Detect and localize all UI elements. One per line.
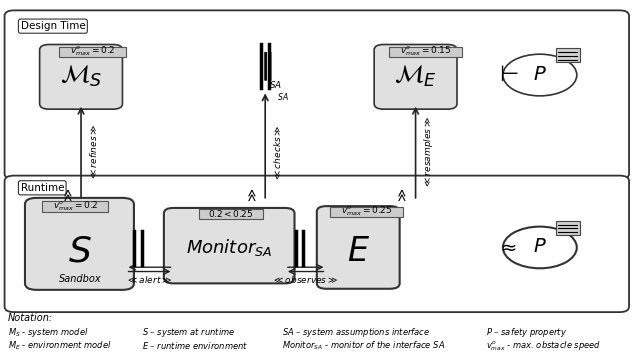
Text: $\ll resamples \gg$: $\ll resamples \gg$ — [422, 116, 435, 188]
FancyBboxPatch shape — [317, 206, 399, 289]
Text: $\gg$: $\gg$ — [247, 188, 260, 205]
Text: $v_{max}^o = 0.2$: $v_{max}^o = 0.2$ — [52, 199, 98, 213]
Text: $\ll observes \gg$: $\ll observes \gg$ — [272, 274, 339, 285]
Bar — [389, 47, 462, 57]
Bar — [556, 48, 580, 63]
FancyBboxPatch shape — [40, 45, 122, 109]
Text: $v_{max}^o = 0.15$: $v_{max}^o = 0.15$ — [400, 45, 452, 58]
Text: $\gg$: $\gg$ — [64, 188, 77, 205]
Text: $\vdash$: $\vdash$ — [495, 65, 518, 85]
Text: $P$: $P$ — [533, 239, 547, 256]
Circle shape — [503, 227, 577, 268]
Text: $\gg$: $\gg$ — [397, 188, 411, 205]
Text: Sandbox: Sandbox — [58, 274, 101, 284]
FancyBboxPatch shape — [164, 208, 294, 283]
Text: $E$ – runtime environment: $E$ – runtime environment — [141, 340, 248, 351]
Text: $v_{max}^{o}$ - max. obstacle speed: $v_{max}^{o}$ - max. obstacle speed — [486, 340, 601, 353]
Text: $\|$: $\|$ — [260, 50, 272, 82]
Text: $P$: $P$ — [533, 66, 547, 84]
Bar — [199, 209, 262, 219]
Bar — [42, 202, 108, 211]
Text: $E$: $E$ — [347, 235, 370, 268]
Text: $\ll alert \gg$: $\ll alert \gg$ — [126, 274, 172, 285]
Text: $S$ – system at runtime: $S$ – system at runtime — [141, 327, 235, 340]
Text: $\mathcal{M}_E$: $\mathcal{M}_E$ — [394, 64, 436, 89]
Text: Design Time: Design Time — [20, 21, 85, 31]
FancyBboxPatch shape — [25, 198, 134, 290]
FancyBboxPatch shape — [374, 45, 457, 109]
Text: $\mathcal{M}_S$: $\mathcal{M}_S$ — [60, 64, 102, 89]
Text: $_{SA}$: $_{SA}$ — [269, 77, 282, 90]
Text: $Monitor_{SA}$ - monitor of the interface $SA$: $Monitor_{SA}$ - monitor of the interfac… — [282, 340, 445, 352]
Text: $M_E$ - environment model: $M_E$ - environment model — [8, 340, 111, 352]
Text: $P$ – safety property: $P$ – safety property — [486, 327, 567, 340]
Text: $\ll refines \gg$: $\ll refines \gg$ — [88, 124, 99, 180]
Bar — [59, 47, 125, 57]
Text: $0.2 < 0.25$: $0.2 < 0.25$ — [208, 208, 253, 219]
Bar — [556, 220, 580, 235]
Text: $\ll checks \gg$: $\ll checks \gg$ — [273, 124, 284, 181]
Text: $\approx$: $\approx$ — [497, 238, 516, 257]
FancyBboxPatch shape — [4, 176, 629, 312]
Text: $v_{max}^o = 0.25$: $v_{max}^o = 0.25$ — [341, 205, 392, 218]
Text: $\|$: $\|$ — [260, 50, 272, 82]
Text: $SA$ – system assumptions interface: $SA$ – system assumptions interface — [282, 327, 430, 340]
Text: Runtime: Runtime — [20, 183, 64, 193]
Text: $S$: $S$ — [68, 234, 92, 268]
Bar — [330, 207, 403, 217]
Text: Notation:: Notation: — [8, 313, 53, 323]
Text: $_{SA}$: $_{SA}$ — [276, 92, 289, 104]
FancyBboxPatch shape — [4, 10, 629, 179]
Circle shape — [503, 54, 577, 96]
Text: $M_S$ - system model: $M_S$ - system model — [8, 327, 88, 340]
Text: $\mathit{Monitor}_{SA}$: $\mathit{Monitor}_{SA}$ — [186, 237, 272, 258]
Text: $v_{max}^o = 0.2$: $v_{max}^o = 0.2$ — [70, 45, 115, 58]
